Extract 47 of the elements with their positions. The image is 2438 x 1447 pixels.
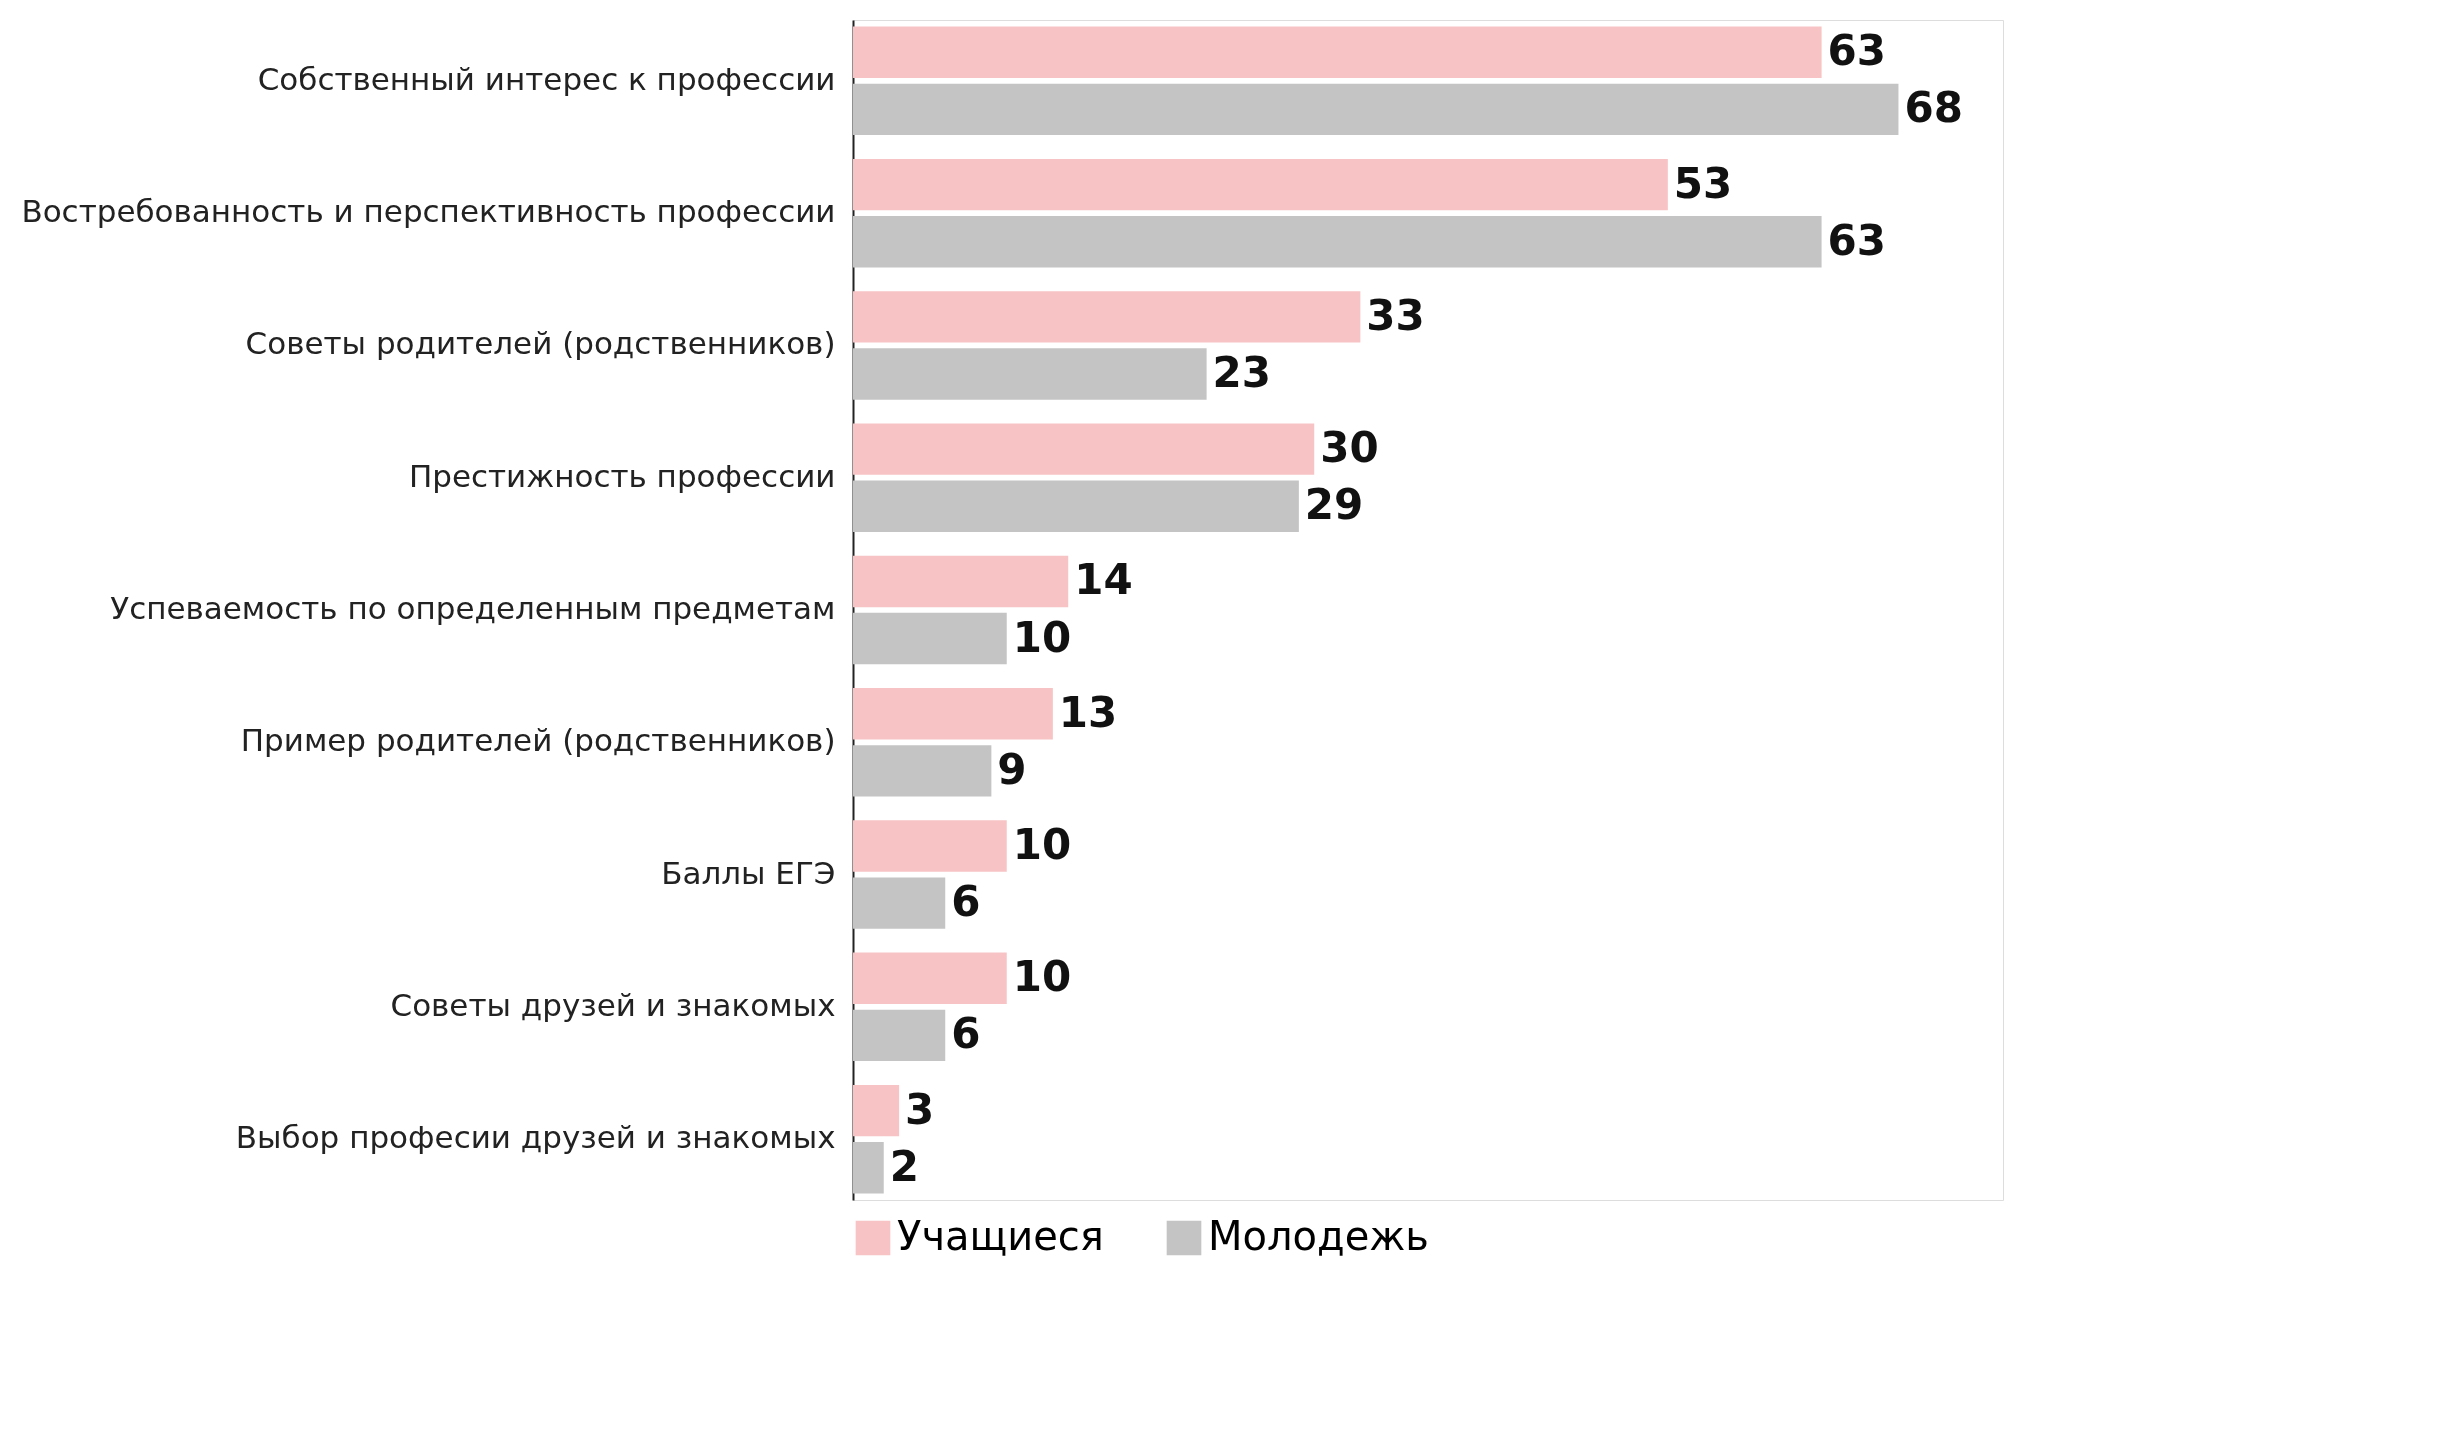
- data-label: 6: [951, 877, 981, 927]
- data-label: 14: [1074, 555, 1133, 605]
- bar: [853, 26, 1822, 78]
- data-label: 63: [1827, 26, 1887, 76]
- y-tick-label: Баллы ЕГЭ: [661, 854, 836, 891]
- y-tick-label: Востребованность и перспективность профессии: [21, 193, 836, 230]
- y-tick-label: Советы друзей и знакомых: [390, 986, 836, 1023]
- data-label: 9: [997, 744, 1027, 794]
- y-tick-label: Собственный интерес к профессии: [257, 60, 836, 97]
- bar: [853, 423, 1315, 475]
- bar: [853, 291, 1361, 343]
- legend-label: Учащиеся: [897, 1213, 1104, 1259]
- bar: [853, 215, 1822, 268]
- bar: [853, 612, 1007, 665]
- y-tick-label: Престижность профессии: [408, 457, 836, 494]
- y-tick-label: Советы родителей (родственников): [245, 325, 836, 362]
- data-label: 10: [1012, 820, 1072, 870]
- y-tick-label: Пример родителей (родственников): [240, 722, 836, 759]
- data-label: 2: [889, 1141, 919, 1191]
- bar: [853, 745, 992, 797]
- data-label: 6: [951, 1009, 981, 1059]
- bar: [853, 555, 1069, 608]
- data-label: 68: [1904, 83, 1963, 133]
- data-label: 63: [1827, 215, 1887, 265]
- data-label: 23: [1212, 347, 1272, 397]
- data-label: 10: [1012, 952, 1072, 1002]
- bar: [853, 348, 1207, 400]
- legend-label: Молодежь: [1208, 1213, 1429, 1259]
- data-label: 33: [1366, 290, 1425, 340]
- bar: [853, 877, 946, 929]
- data-label: 3: [905, 1084, 935, 1134]
- data-label: 10: [1012, 612, 1072, 662]
- bar: [853, 688, 1053, 740]
- bar: [853, 820, 1007, 872]
- bar: [853, 158, 1668, 211]
- data-label: 30: [1320, 423, 1379, 473]
- bar: [853, 1084, 900, 1137]
- data-label: 13: [1058, 687, 1118, 737]
- bar: [853, 1009, 946, 1062]
- bar: [853, 480, 1299, 532]
- y-tick-label: Выбор професии друзей и знакомых: [235, 1119, 836, 1156]
- bar: [853, 952, 1007, 1005]
- data-label: 29: [1304, 480, 1364, 530]
- y-tick-label: Успеваемость по определенным предметам: [110, 590, 836, 626]
- bar: [853, 83, 1899, 136]
- data-label: 53: [1673, 158, 1733, 208]
- bar: [853, 1142, 884, 1194]
